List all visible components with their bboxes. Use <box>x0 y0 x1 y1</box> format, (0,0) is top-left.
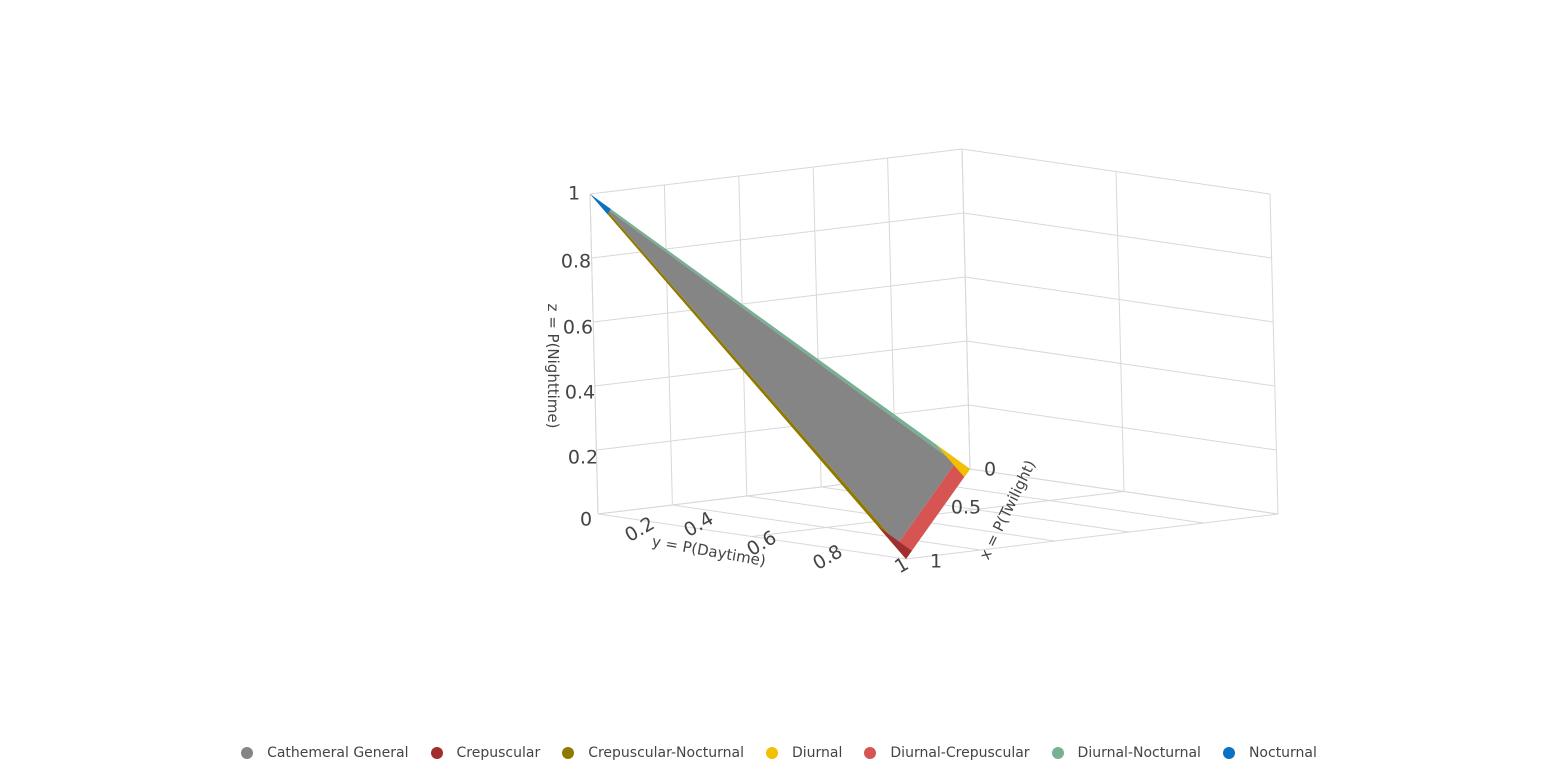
legend-marker <box>864 747 877 759</box>
z-axis-line <box>589 193 599 515</box>
simplex-surface <box>590 194 970 559</box>
x-tick-label-0: 0 <box>984 459 996 481</box>
legend-item-diurnal-nocturnal[interactable]: Diurnal-Nocturnal <box>1051 745 1201 761</box>
legend-item-crepuscular-nocturnal[interactable]: Crepuscular-Nocturnal <box>562 745 744 761</box>
gridline-z-1 <box>596 404 969 451</box>
legend-label: Diurnal-Nocturnal <box>1077 745 1201 761</box>
legend-label: Cathemeral General <box>267 745 409 761</box>
z-tick-label-2: 0.4 <box>565 382 595 404</box>
legend-label: Diurnal-Crepuscular <box>890 745 1030 761</box>
gridline-z-side-4 <box>963 212 1272 259</box>
legend-marker <box>241 747 254 759</box>
legend-item-diurnal-crepuscular[interactable]: Diurnal-Crepuscular <box>864 745 1030 761</box>
gridline-x-floor-2 <box>905 513 1279 560</box>
gridline-z-3 <box>593 276 966 323</box>
x-tick-label-1: 0.5 <box>951 497 981 519</box>
gridline-z-5 <box>589 148 963 195</box>
z-axis-title: z = P(Nighttime) <box>544 304 562 429</box>
gridline-z-side-2 <box>966 340 1275 387</box>
gridline-z-side-1 <box>968 404 1277 451</box>
corner-nocturnal <box>590 194 611 215</box>
band-diurnal-nocturnal <box>590 194 970 469</box>
legend-label: Nocturnal <box>1248 745 1317 761</box>
band-crepuscular-nocturnal <box>590 194 906 559</box>
legend-marker <box>562 747 575 759</box>
legend-item-diurnal[interactable]: Diurnal <box>766 745 842 761</box>
gridlines <box>589 148 1279 560</box>
corner-crepuscular <box>877 526 912 559</box>
z-tick-label-5: 1 <box>568 183 580 205</box>
band-diurnal-crepuscular <box>897 462 970 559</box>
z-tick-label-1: 0.2 <box>568 447 598 469</box>
legend-item-nocturnal[interactable]: Nocturnal <box>1222 745 1317 761</box>
legend-item-cathemeral-general[interactable]: Cathemeral General <box>241 745 409 761</box>
legend: Cathemeral General Crepuscular Crepuscular… <box>0 741 1558 765</box>
legend-item-crepuscular[interactable]: Crepuscular <box>430 745 541 761</box>
y-tick-label-5: 1 <box>891 553 912 578</box>
gridline-z-side-5 <box>961 148 1271 195</box>
gridline-x-wall-1 <box>1115 171 1125 492</box>
gridline-z-side-3 <box>965 276 1274 323</box>
legend-marker <box>766 747 778 759</box>
y-tick-label-2: 0.4 <box>680 507 717 541</box>
legend-label: Diurnal <box>792 745 843 761</box>
gridline-x-wall-0 <box>961 148 971 470</box>
z-tick-label-0: 0 <box>580 509 592 531</box>
legend-marker <box>1051 747 1064 759</box>
legend-label: Crepuscular-Nocturnal <box>588 745 744 761</box>
corner-diurnal <box>935 444 970 478</box>
x-tick-label-2: 1 <box>930 551 942 573</box>
gridline-y-wall-1 <box>663 184 673 506</box>
legend-marker <box>430 747 443 759</box>
region-cathemeral-general <box>603 206 956 544</box>
z-tick-label-4: 0.8 <box>561 251 591 273</box>
legend-marker <box>1222 747 1235 759</box>
gridline-z-side-0 <box>969 468 1279 515</box>
gridline-x-wall-2 <box>1269 193 1279 515</box>
z-tick-label-3: 0.6 <box>563 317 593 339</box>
legend-label: Crepuscular <box>456 745 541 761</box>
